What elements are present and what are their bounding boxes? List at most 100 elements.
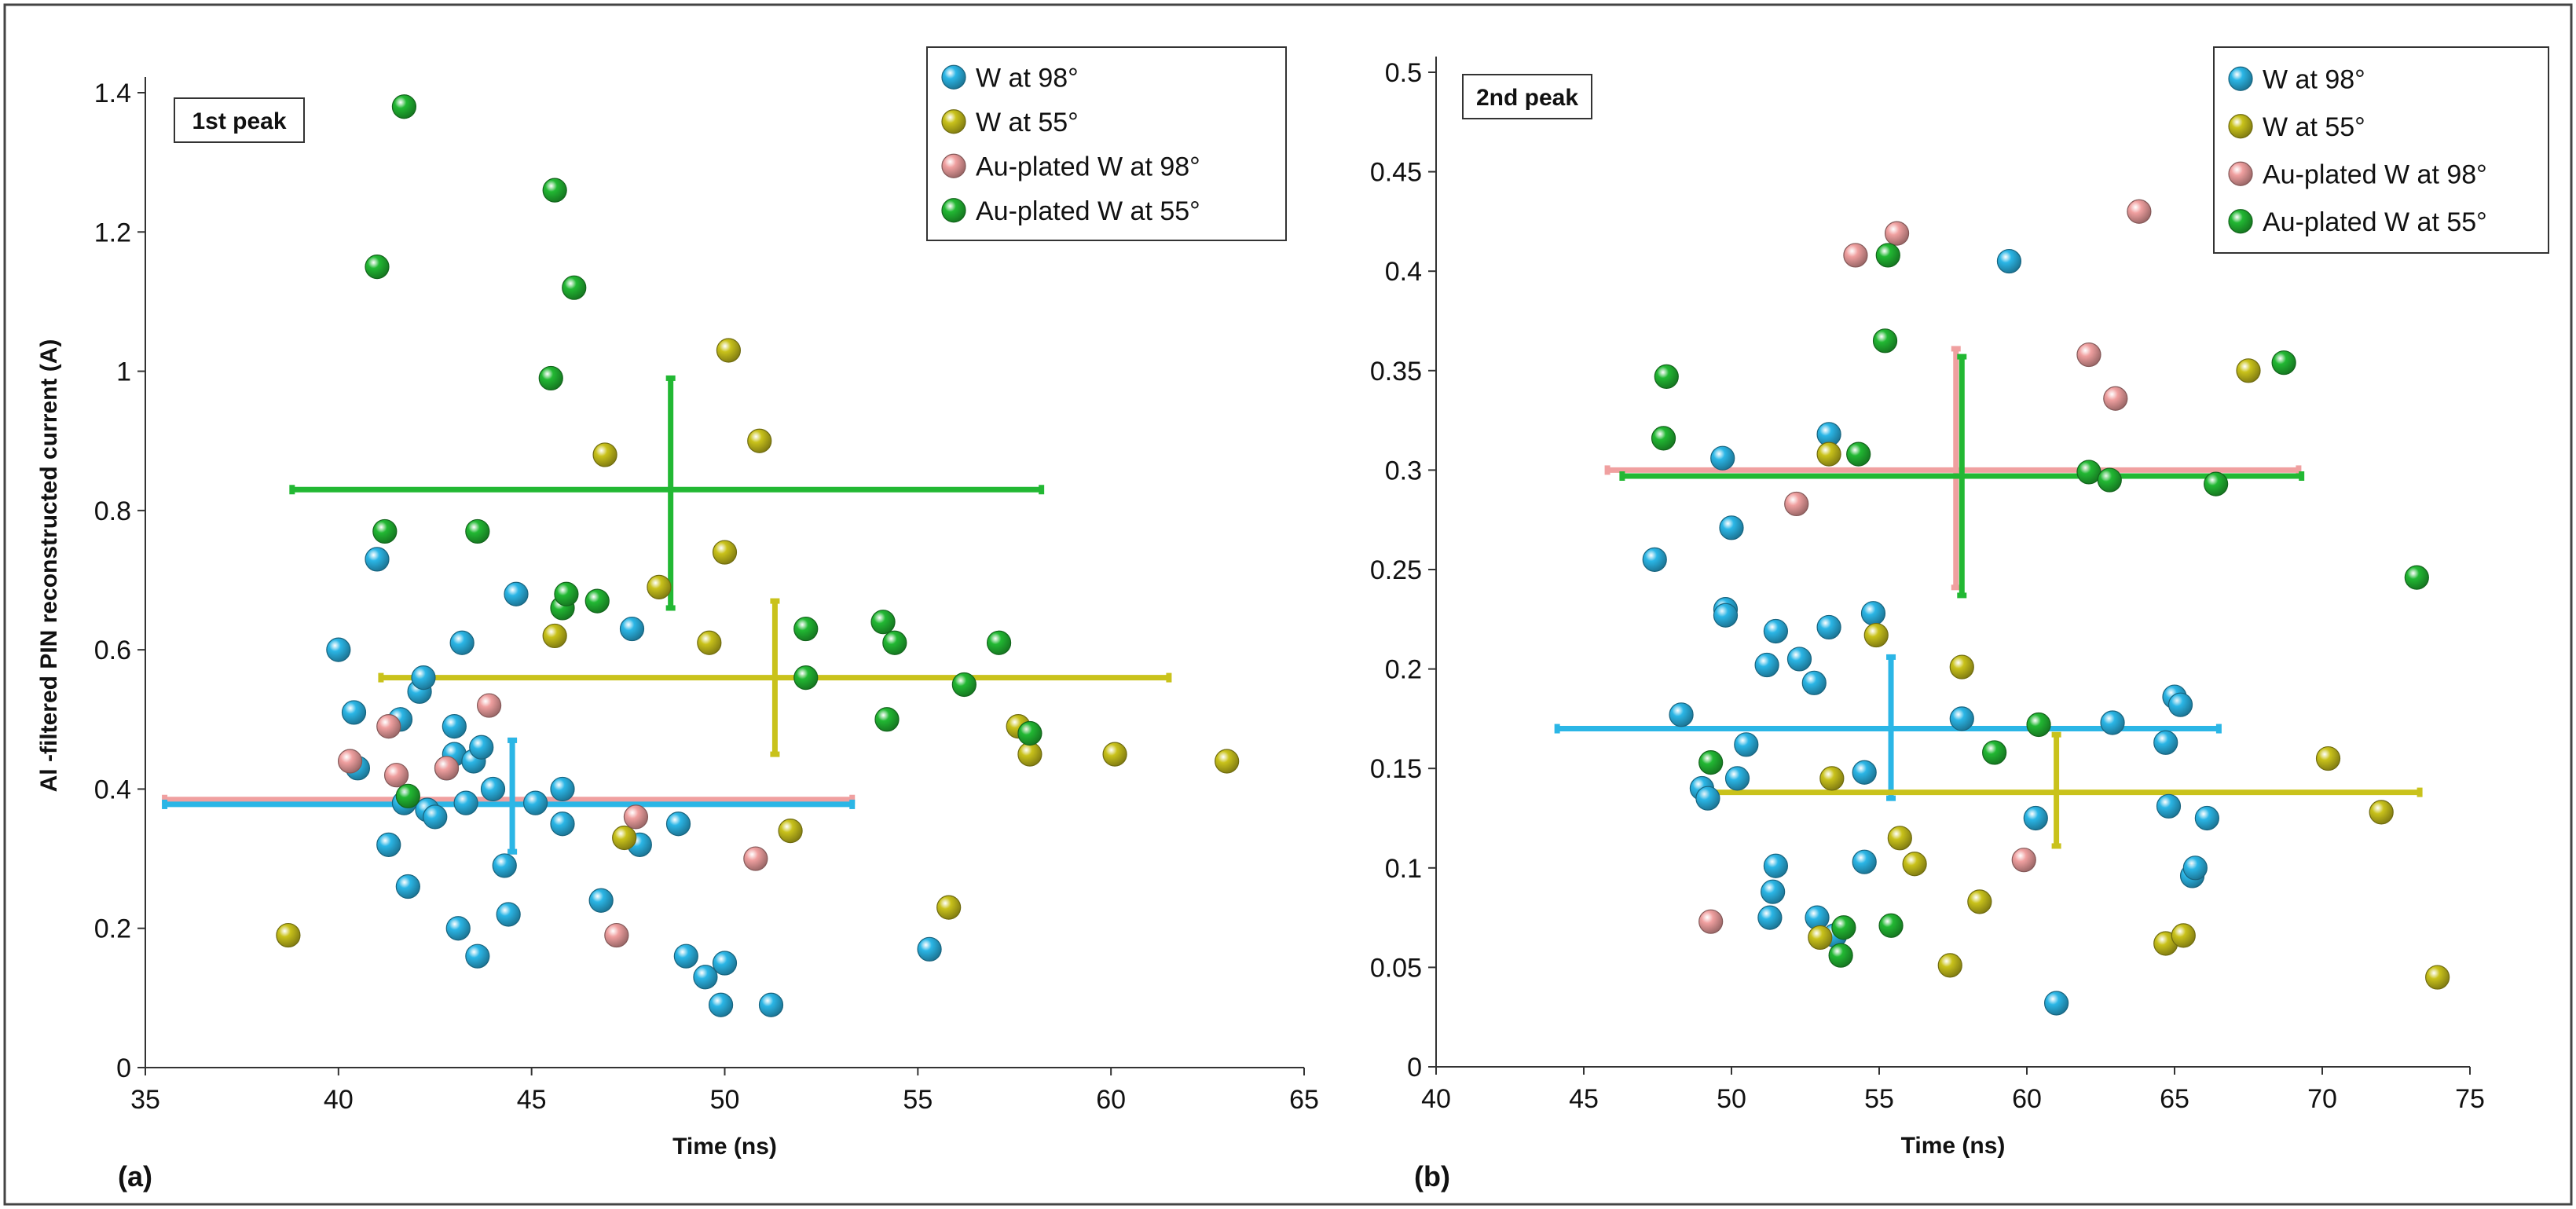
series-w-at-55 — [1808, 358, 2450, 990]
data-point — [1215, 749, 1240, 774]
data-point — [372, 518, 398, 544]
data-point — [1860, 601, 1886, 626]
data-point — [2076, 342, 2101, 368]
data-point — [562, 275, 587, 300]
error-bar-au-plated-w-at-55 — [1619, 354, 2305, 599]
data-point — [1846, 441, 1871, 467]
data-point — [743, 846, 768, 871]
data-point — [2182, 855, 2208, 881]
data-point — [2097, 467, 2122, 493]
y-tick-label: 0.35 — [1370, 357, 1422, 387]
legend-marker — [941, 109, 966, 134]
data-point — [496, 902, 521, 927]
data-point — [504, 581, 529, 606]
peak-annotation: 1st peak — [192, 108, 286, 134]
data-point — [1763, 853, 1788, 878]
x-tick-label: 35 — [130, 1085, 160, 1115]
legend-marker — [941, 153, 966, 178]
error-bar-w-at-55 — [378, 598, 1172, 757]
data-point — [1816, 441, 1841, 467]
x-tick-label: 40 — [1421, 1084, 1451, 1114]
data-point — [1937, 953, 1962, 978]
data-point — [2404, 565, 2429, 590]
data-point — [1887, 826, 1912, 851]
y-tick-label: 0.2 — [1385, 655, 1422, 685]
data-point — [1698, 909, 1724, 934]
series-au-plated-w-at-55 — [1651, 243, 2429, 968]
chart-panel-b: 40 45 50 55 60 65 70 75 0 0.05 0.1 0.15 0.2 0.25 0.3 0.… — [1370, 46, 2549, 1193]
data-point — [1878, 913, 1904, 938]
legend-marker — [2228, 114, 2253, 139]
data-point — [2167, 692, 2193, 717]
series-w-at-55 — [276, 338, 1240, 948]
legend-label: W at 55° — [2263, 112, 2365, 142]
data-point — [747, 428, 772, 453]
series-au-plated-w-at-98 — [1698, 199, 2152, 934]
peak-annotation-box — [1462, 74, 1592, 119]
data-point — [2076, 460, 2101, 485]
data-point — [1949, 654, 1974, 680]
legend-label: W at 55° — [976, 108, 1079, 137]
data-point — [376, 832, 401, 857]
y-tick-label: 1.2 — [94, 218, 131, 247]
data-point — [1996, 248, 2022, 274]
data-point — [2103, 386, 2128, 411]
data-point — [2171, 923, 2196, 948]
error-bar-au-plated-w-at-55 — [289, 375, 1045, 611]
data-point — [1669, 702, 1694, 727]
data-point — [623, 804, 649, 830]
data-point — [2100, 710, 2125, 735]
y-tick-label: 0.4 — [94, 775, 131, 804]
legend-label: Au-plated W at 55° — [2263, 207, 2487, 237]
data-point — [778, 819, 803, 844]
data-point — [2369, 800, 2394, 825]
x-tick-label: 45 — [517, 1085, 547, 1115]
series-w-at-98 — [1642, 248, 2219, 1016]
x-tick-label: 65 — [1289, 1085, 1319, 1115]
series-au-plated-w-at-98 — [337, 693, 768, 948]
legend-marker — [941, 198, 966, 223]
data-point — [697, 630, 722, 655]
data-point — [1875, 243, 1900, 268]
data-point — [1763, 618, 1788, 644]
data-point — [550, 811, 575, 837]
data-point — [542, 178, 567, 203]
data-point — [1695, 786, 1720, 811]
panel-label: (b) — [1414, 1160, 1450, 1193]
data-point — [917, 936, 942, 962]
data-point — [492, 853, 517, 878]
peak-annotation: 2nd peak — [1476, 85, 1578, 111]
x-tick-label: 55 — [903, 1085, 933, 1115]
panel-label: (a) — [118, 1160, 152, 1193]
data-point — [1863, 622, 1889, 648]
data-point — [1757, 905, 1783, 930]
legend-box — [926, 46, 1287, 241]
data-point — [1884, 221, 1910, 246]
data-point — [337, 749, 363, 774]
x-tick-label: 55 — [1864, 1084, 1894, 1114]
x-tick-label: 65 — [2160, 1084, 2189, 1114]
data-point — [758, 992, 784, 1017]
legend-marker — [2228, 161, 2253, 186]
y-tick-label: 0.45 — [1370, 158, 1422, 188]
legend-marker — [941, 64, 966, 90]
data-point — [1828, 943, 1853, 968]
data-point — [1017, 720, 1042, 746]
data-point — [619, 616, 645, 642]
x-tick-label: 70 — [2307, 1084, 2337, 1114]
data-point — [1719, 515, 1744, 540]
error-bar-w-at-55 — [1698, 731, 2423, 849]
x-axis-title: Time (ns) — [672, 1134, 777, 1160]
data-point — [870, 610, 896, 635]
data-point — [882, 630, 907, 655]
data-point — [1982, 740, 2007, 765]
data-point — [936, 895, 962, 920]
data-point — [1710, 445, 1735, 471]
y-tick-label: 1 — [116, 357, 131, 387]
y-axis-title: Al -filtered PIN reconstructed current (… — [36, 339, 62, 793]
data-point — [592, 442, 617, 467]
data-point — [1724, 766, 1750, 791]
data-point — [1754, 652, 1779, 678]
data-point — [793, 665, 819, 691]
